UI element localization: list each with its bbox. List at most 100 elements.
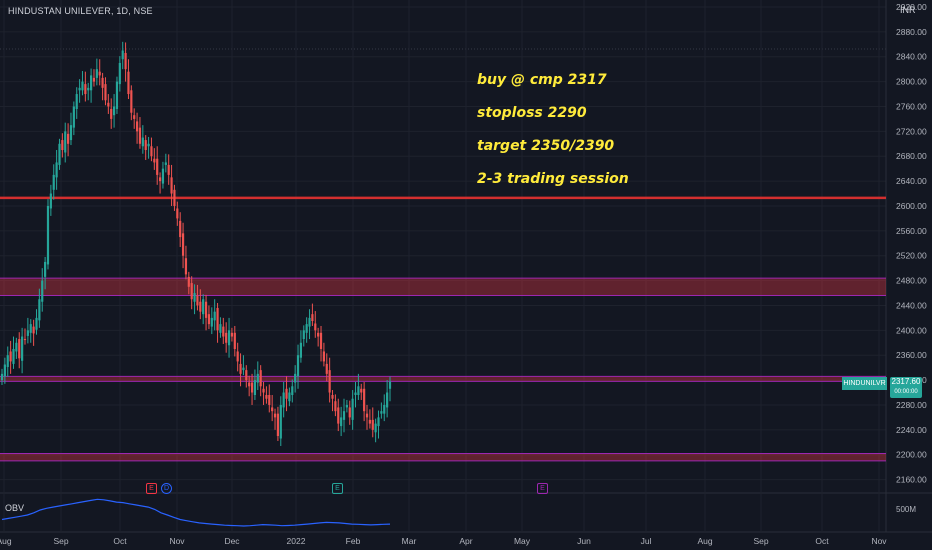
candle-body [319, 332, 323, 349]
candle-body [64, 131, 67, 153]
candle-body [314, 323, 317, 331]
candle-body [236, 351, 239, 362]
candle-body [81, 81, 84, 91]
price-axis[interactable]: 2160.002200.002240.002280.002320.002360.… [896, 2, 927, 485]
candle-body [78, 87, 81, 91]
time-tick-label: Aug [0, 536, 12, 546]
candle-body [354, 392, 357, 395]
candle-body [365, 413, 369, 418]
candle-body [84, 84, 87, 95]
candle-body [360, 388, 363, 393]
time-tick-label: 2022 [287, 536, 306, 546]
currency-label[interactable]: INR [900, 5, 916, 15]
candle-body [89, 75, 93, 91]
candle-body [291, 386, 294, 395]
candle-body [107, 102, 110, 107]
dividend-event-icon[interactable]: D [161, 483, 172, 494]
candle-body [222, 326, 225, 337]
candle-body [170, 177, 173, 194]
candle-body [32, 326, 35, 334]
zone-fill [0, 278, 886, 296]
candle-body [135, 121, 139, 132]
time-tick-label: Mar [402, 536, 417, 546]
candle-body [239, 363, 242, 374]
time-tick-label: Feb [346, 536, 361, 546]
price-tick-label: 2640.00 [896, 176, 927, 186]
obv-indicator [1, 498, 391, 527]
candle-body [118, 62, 121, 85]
price-tick-label: 2160.00 [896, 475, 927, 485]
candle-body [35, 317, 38, 330]
note-target: target 2350/2390 [477, 138, 615, 154]
candle-body [95, 69, 98, 78]
price-tick-label: 2720.00 [896, 126, 927, 136]
candle-body [351, 398, 354, 420]
candle-body [130, 90, 133, 113]
candle-body [227, 330, 231, 346]
time-tick-label: Oct [113, 536, 127, 546]
last-price: 2317.60 [891, 377, 921, 386]
candle-body [153, 158, 156, 163]
candle-body [202, 299, 205, 315]
candle-body [288, 392, 291, 402]
candle-body [262, 388, 265, 393]
candle-body [230, 332, 234, 337]
candle-body [52, 174, 55, 190]
candle-body [265, 395, 268, 399]
candle-body [18, 339, 21, 359]
earnings-event-icon[interactable]: E [332, 483, 343, 494]
note-buy: buy @ cmp 2317 [477, 72, 607, 88]
candle-body [337, 407, 340, 424]
obv-line [1, 498, 391, 527]
price-tick-label: 2280.00 [896, 400, 927, 410]
candle-body [167, 164, 170, 175]
price-tick-label: 2520.00 [896, 251, 927, 261]
price-tick-label: 2920.00 [896, 2, 927, 12]
candle-body [273, 413, 277, 418]
time-tick-label: Jul [641, 536, 652, 546]
price-tick-label: 2840.00 [896, 52, 927, 62]
price-tick-label: 2240.00 [896, 425, 927, 435]
candle-body [121, 50, 124, 60]
candle-body [196, 295, 199, 306]
candle-body [133, 115, 136, 119]
candle-body [141, 137, 144, 147]
candle-body [253, 380, 257, 395]
candle-body [158, 177, 162, 182]
candle-body [199, 301, 202, 312]
candle-body [138, 127, 142, 144]
candle-body [156, 158, 159, 175]
earnings-event-icon[interactable]: E [146, 483, 157, 494]
time-axis[interactable]: Aug Sep Oct Nov Dec 2022 Feb Mar Apr May Jun Jul Aug… [0, 536, 887, 546]
candle-body [12, 348, 15, 364]
candle-body [49, 193, 52, 209]
candle-body [334, 401, 337, 412]
candle-body [219, 324, 222, 333]
candle-body [147, 143, 150, 147]
candle-body [104, 84, 107, 101]
obv-axis-label: 500M [896, 505, 917, 514]
candle-body [348, 407, 351, 418]
candle-body [311, 314, 314, 322]
candle-body [250, 382, 254, 393]
earnings-event-icon[interactable]: E [537, 483, 548, 494]
countdown: 00:00:00 [894, 389, 918, 395]
candle-body [213, 311, 216, 321]
candle-body [55, 162, 58, 178]
candle-body [3, 364, 6, 377]
candle-body [282, 392, 285, 408]
price-tick-label: 2880.00 [896, 27, 927, 37]
obv-label[interactable]: OBV [5, 503, 25, 513]
candle-body [377, 417, 380, 427]
candle-body [305, 324, 308, 333]
candle-body [245, 370, 248, 381]
candle-body [296, 355, 300, 377]
candle-body [9, 351, 12, 362]
candle-body [75, 94, 78, 109]
candle-body [256, 373, 259, 383]
candle-body [345, 404, 348, 408]
candle-body [190, 283, 193, 300]
price-tick-label: 2760.00 [896, 101, 927, 111]
candle-body [207, 314, 211, 325]
